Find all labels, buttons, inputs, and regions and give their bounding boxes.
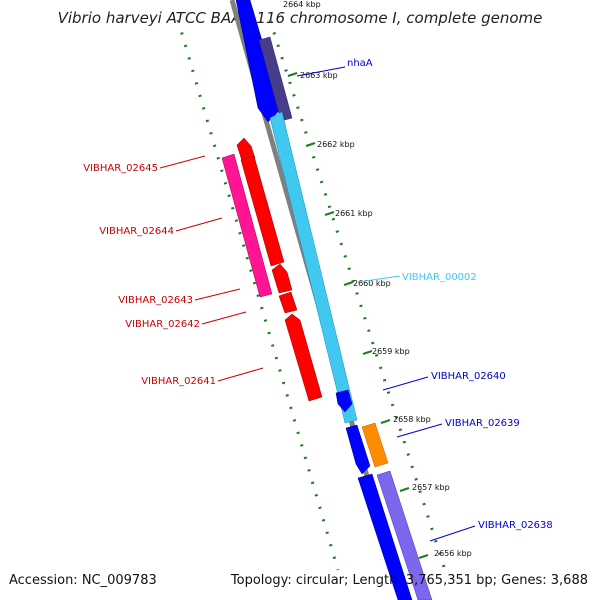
kbp-label: 2663 kbp xyxy=(300,71,338,80)
gene-label-vibhar-02640[interactable]: VIBHAR_02640 xyxy=(431,371,506,382)
gene-label-vibhar-00002[interactable]: VIBHAR_00002 xyxy=(402,272,477,283)
gene-forward-02639[interactable] xyxy=(345,424,371,475)
gene-forward-02638-alt[interactable] xyxy=(376,470,433,600)
gene-other-orange[interactable] xyxy=(361,422,389,468)
leader-vibhar-02639 xyxy=(396,423,443,438)
leader-vibhar-02641 xyxy=(217,367,264,382)
gene-label-vibhar-02644[interactable]: VIBHAR_02644 xyxy=(99,226,174,237)
gene-reverse-02641[interactable] xyxy=(284,313,323,402)
kbp-tick-2664: 2664 kbp xyxy=(283,0,321,9)
gene-label-vibhar-02638[interactable]: VIBHAR_02638 xyxy=(478,520,553,531)
gene-rna-00002[interactable] xyxy=(269,111,358,424)
gene-label-vibhar-02641[interactable]: VIBHAR_02641 xyxy=(141,376,216,387)
kbp-label: 2660 kbp xyxy=(353,279,391,288)
kbp-tick-2656: 2656 kbp xyxy=(418,549,472,559)
kbp-label: 2664 kbp xyxy=(283,0,321,9)
gene-nhaA[interactable] xyxy=(258,36,293,122)
leader-vibhar-02643 xyxy=(194,288,241,301)
gene-reverse-02645[interactable] xyxy=(236,137,256,162)
gene-label-nhaA[interactable]: nhaA xyxy=(347,58,373,69)
gene-reverse-02644-alt[interactable] xyxy=(221,153,273,298)
leader-vibhar-02638 xyxy=(429,525,476,542)
gene-forward-02638[interactable] xyxy=(357,473,413,600)
kbp-tick-2659: 2659 kbp xyxy=(362,347,410,356)
leader-nhaA xyxy=(296,66,346,77)
gene-label-vibhar-02643[interactable]: VIBHAR_02643 xyxy=(118,295,193,306)
kbp-label: 2661 kbp xyxy=(335,209,373,218)
kbp-label: 2656 kbp xyxy=(434,549,472,558)
leader-vibhar-02645 xyxy=(159,155,206,169)
kbp-tick-2661: 2661 kbp xyxy=(324,209,373,218)
kbp-label: 2657 kbp xyxy=(412,483,450,492)
kbp-tick-2663: 2663 kbp xyxy=(287,71,338,80)
leader-vibhar-02644 xyxy=(175,217,223,232)
kbp-tick-2657: 2657 kbp xyxy=(399,483,450,492)
map-title: Vibrio harveyi ATCC BAA-1116 chromosome … xyxy=(57,9,543,27)
gene-label-vibhar-02642[interactable]: VIBHAR_02642 xyxy=(125,319,200,330)
gene-reverse-02644[interactable] xyxy=(240,155,285,267)
leader-vibhar-02642 xyxy=(201,311,247,325)
inner-tick-ring xyxy=(176,19,340,571)
kbp-label: 2662 kbp xyxy=(317,140,355,149)
kbp-tick-2658: 2658 kbp xyxy=(380,415,431,424)
kbp-tick-2660: 2660 kbp xyxy=(343,279,391,288)
gene-label-vibhar-02645[interactable]: VIBHAR_02645 xyxy=(83,163,158,174)
gene-forward-02640[interactable] xyxy=(335,389,353,413)
kbp-label: 2659 kbp xyxy=(372,347,410,356)
gene-reverse-02643[interactable] xyxy=(271,263,293,294)
kbp-tick-2662: 2662 kbp xyxy=(305,140,355,149)
genome-summary-text: Topology: circular; Length: 3,765,351 bp… xyxy=(230,573,588,588)
accession-text: Accession: NC_009783 xyxy=(9,573,157,588)
gene-reverse-02642[interactable] xyxy=(278,291,298,314)
gene-forward-blue-1[interactable] xyxy=(235,0,283,123)
gene-label-vibhar-02639[interactable]: VIBHAR_02639 xyxy=(445,418,520,429)
leader-vibhar-02640 xyxy=(382,376,429,391)
kbp-label: 2658 kbp xyxy=(393,415,431,424)
leader-vibhar-00002 xyxy=(357,275,401,283)
